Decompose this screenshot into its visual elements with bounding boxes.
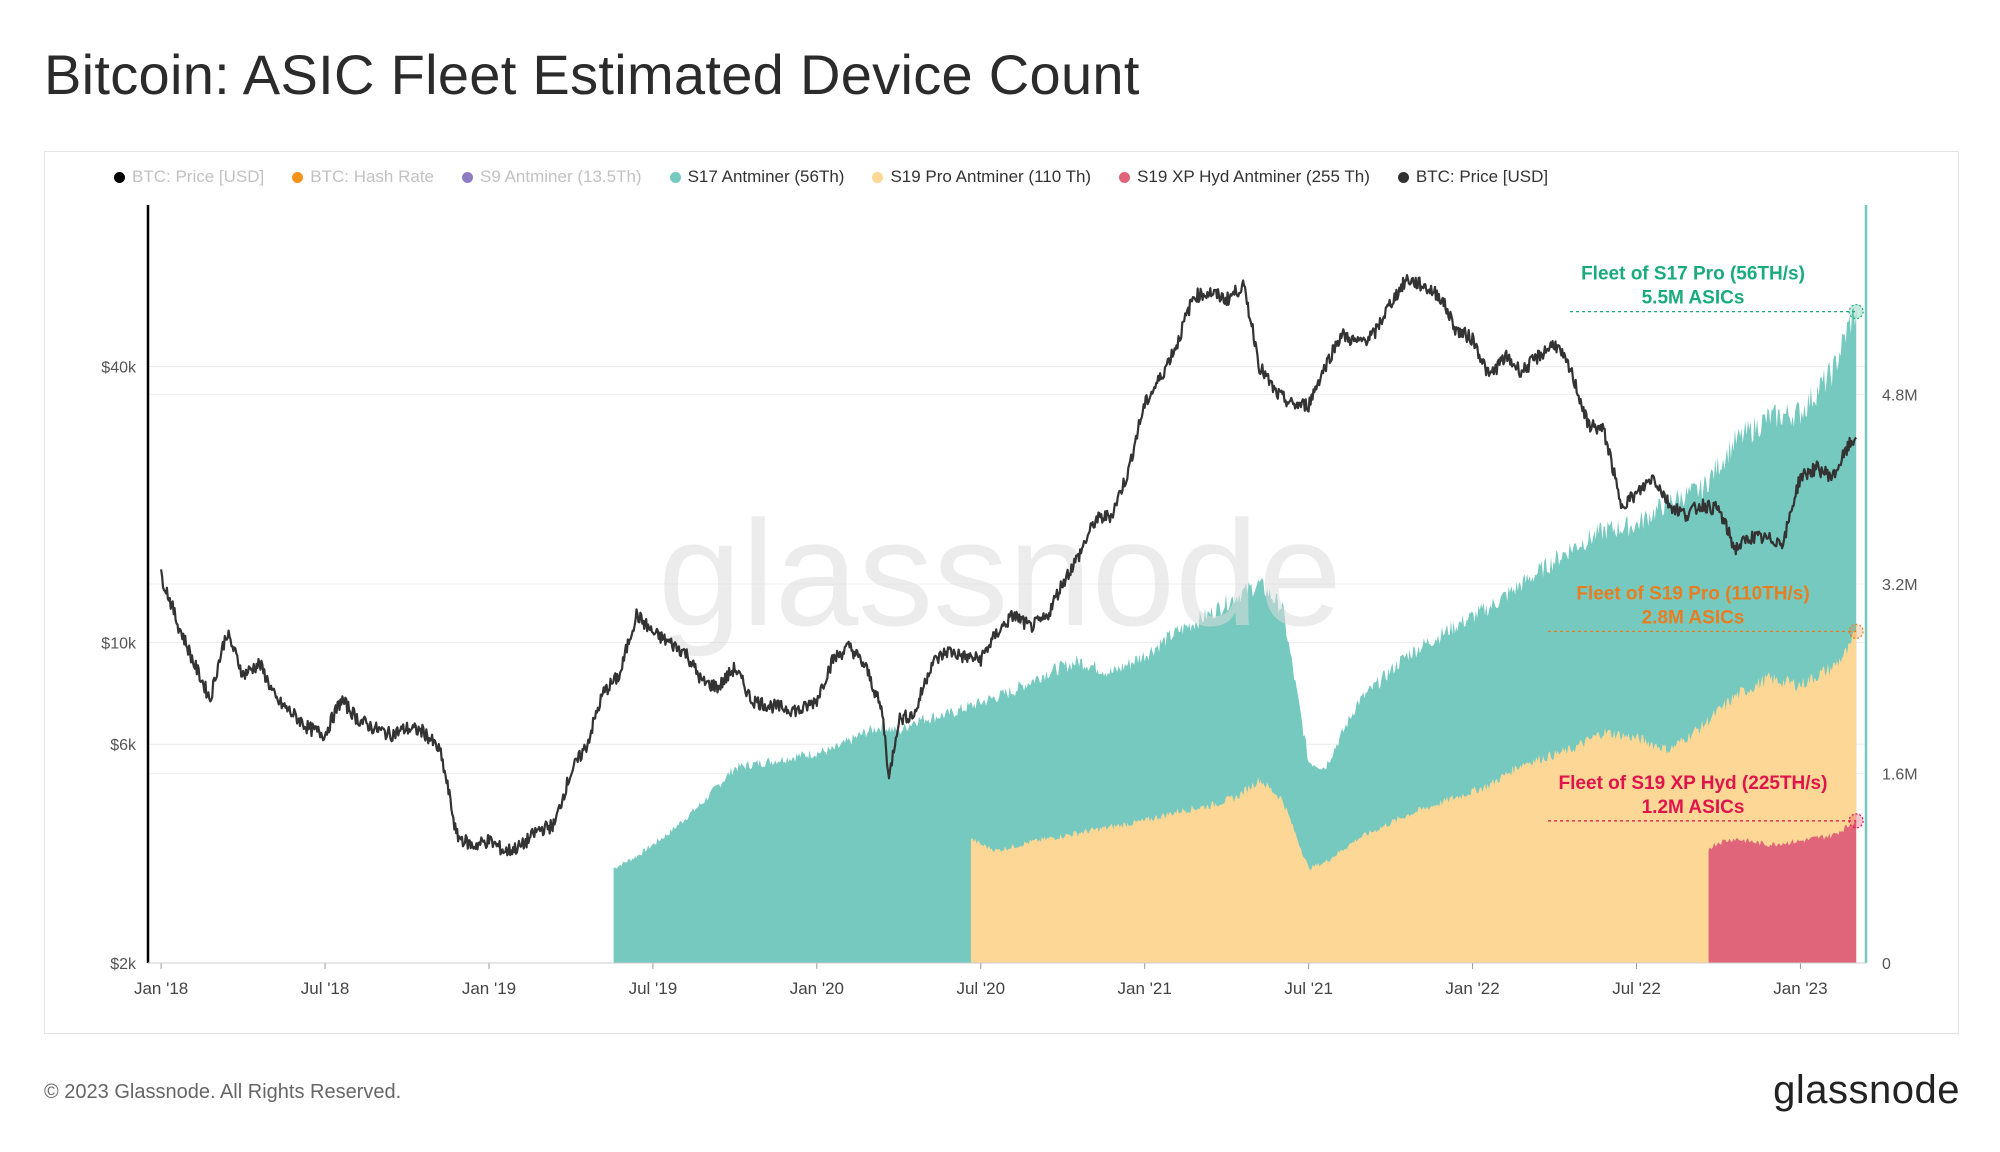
x-tick-label: Jul '22 [1612,979,1661,998]
annotations: Fleet of S17 Pro (56TH/s) 5.5M ASICs Fleet… [1548,264,1864,829]
legend: BTC: Price [USD] BTC: Hash Rate S9 Antmine… [114,164,1548,190]
annotation-marker-2 [1848,813,1864,829]
x-tick-label: Jan '19 [462,979,516,998]
y-left-tick-label: $40k [101,359,137,376]
x-tick-label: Jan '22 [1445,979,1499,998]
x-tick-label: Jan '23 [1773,979,1827,998]
area-series [613,307,1857,963]
y-left-tick-label: $6k [110,737,137,754]
legend-item-3[interactable]: S17 Antminer (56Th) [669,167,845,187]
x-tick-label: Jan '18 [134,979,188,998]
annotation-value-1: 2.8M ASICs [1642,607,1745,628]
annotation-value-2: 1.2M ASICs [1642,797,1745,818]
axes: $2k $6k $10k $40k 0 1.6M 3.2M 4.8M Jan '18 Jul '1… [101,205,1918,998]
legend-dot-icon [462,171,474,183]
legend-label: BTC: Hash Rate [310,167,435,186]
legend-item-0[interactable]: BTC: Price [USD] [114,167,264,187]
legend-label: S19 XP Hyd Antminer (255 Th) [1137,167,1370,186]
y-right-tick-label: 3.2M [1882,577,1918,594]
annotation-marker-1 [1848,623,1864,639]
annotation-title-0: Fleet of S17 Pro (56TH/s) [1581,264,1805,285]
brand-logo: glassnode [1773,1068,1960,1112]
x-tick-label: Jan '21 [1118,979,1172,998]
area-series-2 [1708,820,1857,963]
y-left-tick-label: $2k [110,956,137,973]
x-tick-label: Jul '20 [956,979,1005,998]
x-tick-label: Jul '18 [301,979,350,998]
legend-item-4[interactable]: S19 Pro Antminer (110 Th) [872,167,1091,187]
legend-item-2[interactable]: S9 Antminer (13.5Th) [462,167,642,187]
copyright-footer: © 2023 Glassnode. All Rights Reserved. [44,1081,402,1103]
y-right-tick-label: 1.6M [1882,767,1918,784]
chart-frame [44,151,1959,1034]
annotation-value-0: 5.5M ASICs [1642,288,1745,309]
legend-dot-icon [1119,171,1131,183]
legend-label: S19 Pro Antminer (110 Th) [890,167,1092,186]
legend-item-1[interactable]: BTC: Hash Rate [292,167,434,187]
x-tick-label: Jul '19 [629,979,678,998]
price-line [160,274,1858,857]
y-right-tick-label: 4.8M [1882,388,1918,405]
legend-item-6[interactable]: BTC: Price [USD] [1397,167,1549,187]
x-tick-label: Jan '20 [790,979,844,998]
x-tick-label: Jul '21 [1284,979,1333,998]
legend-label: S17 Antminer (56Th) [687,167,845,186]
legend-dot-icon [292,171,304,183]
y-left-tick-label: $10k [101,636,137,653]
price-line-group [160,274,1858,857]
legend-label: BTC: Price [USD] [1415,167,1549,186]
annotation-title-2: Fleet of S19 XP Hyd (225TH/s) [1559,773,1828,794]
area-series-1 [970,631,1857,963]
annotation-marker-0 [1848,303,1864,320]
legend-label: S9 Antminer (13.5Th) [480,167,642,186]
legend-dot-icon [872,171,884,183]
legend-dot-icon [114,171,125,183]
legend-dot-icon [1397,171,1409,183]
legend-dot-icon [669,171,681,183]
y-right-tick-label: 0 [1882,956,1891,973]
chart-title: Bitcoin: ASIC Fleet Estimated Device Cou… [44,43,1140,106]
annotation-title-1: Fleet of S19 Pro (110TH/s) [1576,583,1809,604]
legend-label: BTC: Price [USD] [132,167,265,186]
legend-item-5[interactable]: S19 XP Hyd Antminer (255 Th) [1119,167,1370,187]
